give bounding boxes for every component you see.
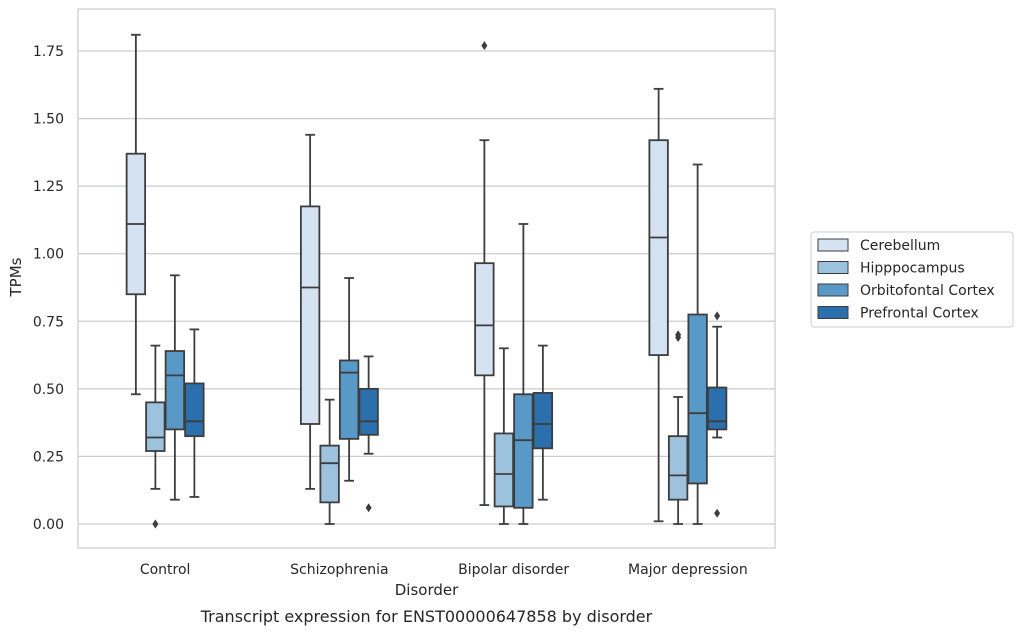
y-tick-label: 1.25 [33,179,64,195]
box-body [513,393,534,509]
y-axis-title: TPMs [7,257,25,297]
y-tick-label: 1.00 [33,247,64,263]
legend-label: Orbitofontal Cortex [860,283,995,299]
x-tick-labels: Control Schizophrenia Bipolar disorder Majo… [140,562,748,578]
box-body [532,392,554,450]
box-body [299,205,321,425]
box-cerebellum [474,41,495,506]
legend: Cerebellum Hipppocampus Orbitofontal Corte… [810,231,1014,328]
box-body [164,350,186,431]
box-hipppocampus [319,398,340,525]
legend-frame [810,231,1014,328]
x-tick-label: Control [140,562,191,578]
box-body [667,435,689,501]
x-axis-title: Disorder [395,581,459,599]
legend-label: Prefrontal Cortex [860,306,979,322]
box-body [493,432,515,508]
legend-label: Cerebellum [860,238,940,254]
outlier-point [675,330,682,340]
outlier-point [152,519,159,529]
outlier-point [714,311,721,321]
outlier-point [481,41,488,51]
box-body [474,262,495,377]
box-cerebellum [125,33,147,396]
box-hipppocampus [145,344,166,529]
box-prefrontal-cortex [184,328,205,498]
y-tick-label: 0.00 [33,517,64,533]
y-tick-label: 0.50 [33,382,64,398]
box-orbitofontal-cortex [338,277,360,482]
legend-label: Hipppocampus [860,261,965,277]
x-tick-label: Bipolar disorder [458,562,569,578]
box-orbitofontal-cortex [513,223,534,525]
outlier-point [714,508,721,518]
legend-swatch [817,261,849,274]
box-body [319,444,340,504]
box-body [145,401,166,452]
legend-swatch [817,283,849,297]
box-body [358,387,379,436]
y-tick-label: 1.50 [33,112,64,128]
box-body [648,139,669,356]
legend-swatch [817,238,849,252]
y-tick-labels: 0.00 0.25 0.50 0.75 1.00 1.25 1.50 1.75 [33,44,64,533]
box-prefrontal-cortex [532,344,554,501]
x-tick-label: Major depression [628,562,748,578]
plot-area-frame [77,8,776,549]
y-tick-label: 1.75 [33,44,64,60]
box-hipppocampus [493,347,515,525]
chart-caption: Transcript expression for ENST0000064785… [200,607,653,626]
box-hipppocampus [667,330,689,525]
x-tick-label: Schizophrenia [290,562,388,578]
legend-swatch [817,306,849,319]
y-tick-label: 0.25 [33,449,64,465]
box-orbitofontal-cortex [687,163,708,525]
outlier-point [365,503,372,513]
boxes [125,33,728,529]
box-body [184,382,205,438]
box-prefrontal-cortex [706,311,728,518]
box-orbitofontal-cortex [164,274,186,501]
box-body [338,359,360,440]
box-cerebellum [299,133,321,490]
box-body [687,313,708,485]
box-body [706,386,728,431]
box-prefrontal-cortex [358,355,379,513]
y-tick-label: 0.75 [33,314,64,330]
box-cerebellum [648,87,669,523]
